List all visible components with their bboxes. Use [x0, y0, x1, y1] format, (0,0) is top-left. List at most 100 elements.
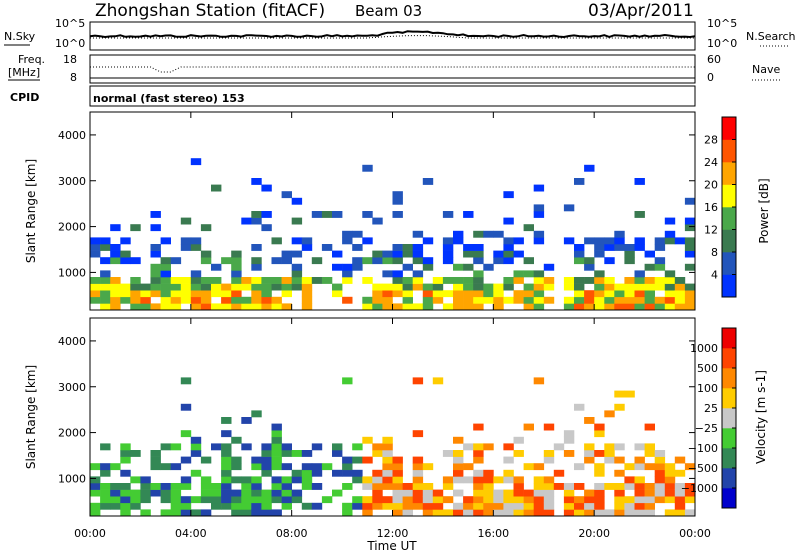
heatmap-cell	[221, 443, 232, 451]
y-tick-label: 4000	[58, 129, 86, 142]
heatmap-cell	[362, 509, 373, 517]
heatmap-cell	[160, 263, 171, 271]
colorbar-swatch	[722, 348, 736, 369]
heatmap-cell	[543, 450, 555, 457]
heatmap-cell	[684, 296, 696, 304]
colorbar-swatch	[722, 229, 736, 253]
heatmap-cell	[231, 463, 242, 471]
heatmap-cell	[200, 290, 212, 298]
heatmap-cell	[513, 270, 524, 278]
heatmap-cell	[513, 296, 524, 304]
heatmap-cell	[382, 443, 393, 451]
heatmap-cell	[473, 456, 484, 464]
heatmap-cell	[654, 456, 666, 464]
heatmap-cell	[614, 496, 625, 504]
heatmap-cell	[523, 290, 534, 298]
date-label: 03/Apr/2011	[588, 1, 694, 21]
heatmap-cell	[513, 250, 524, 258]
colorbar-swatch	[722, 328, 736, 349]
heatmap-cell	[604, 410, 615, 418]
heatmap-cell	[90, 237, 101, 245]
heatmap-cell	[604, 290, 615, 298]
y-tick-label: 2000	[58, 221, 86, 234]
heatmap-cell	[281, 502, 292, 510]
heatmap-cell	[412, 230, 424, 238]
heatmap-cell	[241, 476, 252, 484]
heatmap-cell	[483, 283, 494, 291]
power-panel: Slant Range [km] 4000 3000 2000 1000 28 24 20…	[24, 111, 771, 311]
heatmap-cell	[483, 489, 494, 497]
heatmap-cell	[382, 476, 393, 484]
heatmap-cell	[291, 197, 303, 205]
heatmap-cell	[150, 303, 161, 311]
heatmap-cell	[604, 277, 615, 284]
heatmap-cell	[342, 502, 353, 510]
heatmap-cell	[574, 496, 585, 504]
heatmap-cell	[180, 277, 192, 284]
heatmap-cell	[231, 290, 242, 298]
heatmap-cell	[190, 436, 202, 444]
heatmap-cell	[170, 290, 182, 298]
heatmap-cell	[584, 509, 595, 517]
heatmap-cell	[281, 290, 292, 298]
heatmap-cell	[261, 277, 272, 284]
freq-tick-bottom: 8	[70, 71, 77, 84]
noise-tick-right-bottom: 10^0	[707, 37, 737, 50]
heatmap-cell	[432, 509, 444, 517]
heatmap-cell	[412, 270, 424, 278]
heatmap-cell	[160, 277, 171, 284]
heatmap-cell	[392, 463, 403, 471]
heatmap-cell	[654, 303, 666, 311]
heatmap-cell	[412, 469, 424, 477]
heatmap-cell	[644, 502, 655, 510]
heatmap-cell	[614, 237, 625, 245]
heatmap-cell	[442, 211, 454, 218]
heatmap-cell	[523, 224, 534, 232]
heatmap-cell	[90, 244, 101, 251]
heatmap-cell	[584, 263, 595, 271]
heatmap-cell	[281, 303, 292, 311]
heatmap-cell	[473, 303, 484, 311]
heatmap-cell	[251, 502, 262, 510]
heatmap-cell	[382, 270, 393, 278]
x-tick-label: 00:00	[679, 527, 711, 540]
heatmap-cell	[130, 450, 141, 457]
heatmap-cell	[574, 483, 585, 490]
heatmap-cell	[543, 423, 555, 431]
heatmap-cell	[170, 257, 182, 265]
heatmap-cell	[231, 496, 242, 504]
heatmap-cell	[533, 184, 545, 192]
heatmap-cell	[634, 211, 645, 218]
heatmap-cell	[463, 290, 474, 298]
heatmap-cell	[664, 463, 676, 471]
velocity-heatmap	[90, 377, 696, 517]
power-colorbar: 28 24 20 16 12 8 4	[704, 116, 737, 298]
heatmap-cell	[543, 483, 555, 490]
heatmap-cell	[473, 476, 484, 484]
heatmap-cell	[674, 469, 686, 477]
heatmap-cell	[483, 296, 494, 304]
heatmap-cell	[382, 436, 393, 444]
heatmap-cell	[362, 164, 373, 172]
heatmap-cell	[574, 403, 585, 411]
heatmap-cell	[402, 502, 413, 510]
heatmap-cell	[352, 244, 363, 251]
heatmap-cell	[261, 184, 272, 192]
heatmap-cell	[563, 430, 575, 438]
heatmap-cell	[422, 509, 434, 517]
heatmap-cell	[190, 296, 202, 304]
heatmap-cell	[241, 496, 252, 504]
heatmap-cell	[634, 496, 645, 504]
heatmap-cell	[513, 496, 524, 504]
colorbar-tick-label: 8	[711, 246, 718, 259]
heatmap-cell	[120, 496, 131, 504]
heatmap-cell	[634, 456, 645, 464]
heatmap-cell	[453, 283, 464, 291]
heatmap-cell	[402, 509, 413, 517]
heatmap-cell	[533, 277, 545, 284]
heatmap-cell	[352, 230, 363, 238]
heatmap-cell	[422, 502, 434, 510]
heatmap-cell	[463, 250, 474, 258]
heatmap-cell	[211, 443, 222, 451]
heatmap-cell	[251, 257, 262, 265]
